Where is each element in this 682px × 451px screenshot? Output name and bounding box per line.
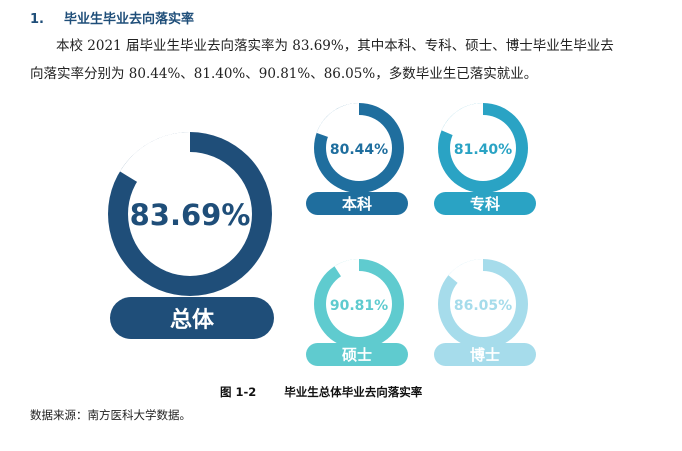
donut-undergraduate-value: 80.44% xyxy=(330,142,388,158)
pill-overall-label: 总体 xyxy=(169,308,214,333)
pill-master: 硕士 xyxy=(306,343,408,366)
pill-overall: 总体 xyxy=(110,297,274,339)
donut-overall: 83.69% xyxy=(108,132,272,296)
donut-undergraduate: 80.44% xyxy=(314,103,404,193)
donut-master: 90.81% xyxy=(314,259,404,349)
pill-undergraduate: 本科 xyxy=(306,192,408,215)
pill-doctor: 博士 xyxy=(434,343,536,366)
summary-paragraph-line-1: 本校 2021 届毕业生毕业去向落实率为 83.69%，其中本科、专科、硕士、博… xyxy=(56,38,614,54)
pill-junior-college-label: 专科 xyxy=(469,195,500,213)
donut-master-value: 90.81% xyxy=(330,298,388,314)
section-title: 毕业生毕业去向落实率 xyxy=(64,12,195,27)
donut-junior-college-value: 81.40% xyxy=(454,142,512,158)
section-heading: 1. 毕业生毕业去向落实率 xyxy=(30,8,194,27)
pill-undergraduate-label: 本科 xyxy=(341,195,372,213)
figure-label: 图 1-2 xyxy=(220,385,257,399)
data-source-note: 数据来源：南方医科大学数据。 xyxy=(30,408,191,422)
donut-junior-college: 81.40% xyxy=(438,103,528,193)
donut-doctor: 86.05% xyxy=(438,259,528,349)
pill-junior-college: 专科 xyxy=(434,192,536,215)
pill-doctor-label: 博士 xyxy=(469,346,500,364)
donut-doctor-value: 86.05% xyxy=(454,298,512,314)
pill-master-label: 硕士 xyxy=(341,346,372,364)
donut-overall-hole xyxy=(128,152,252,276)
section-number: 1. xyxy=(30,12,44,27)
summary-paragraph-line-2: 向落实率分别为 80.44%、81.40%、90.81%、86.05%，多数毕业… xyxy=(30,66,538,82)
donut-overall-value: 83.69% xyxy=(130,198,251,232)
figure-caption: 图 1-2 毕业生总体毕业去向落实率 xyxy=(220,384,422,400)
figure-title: 毕业生总体毕业去向落实率 xyxy=(284,385,423,399)
